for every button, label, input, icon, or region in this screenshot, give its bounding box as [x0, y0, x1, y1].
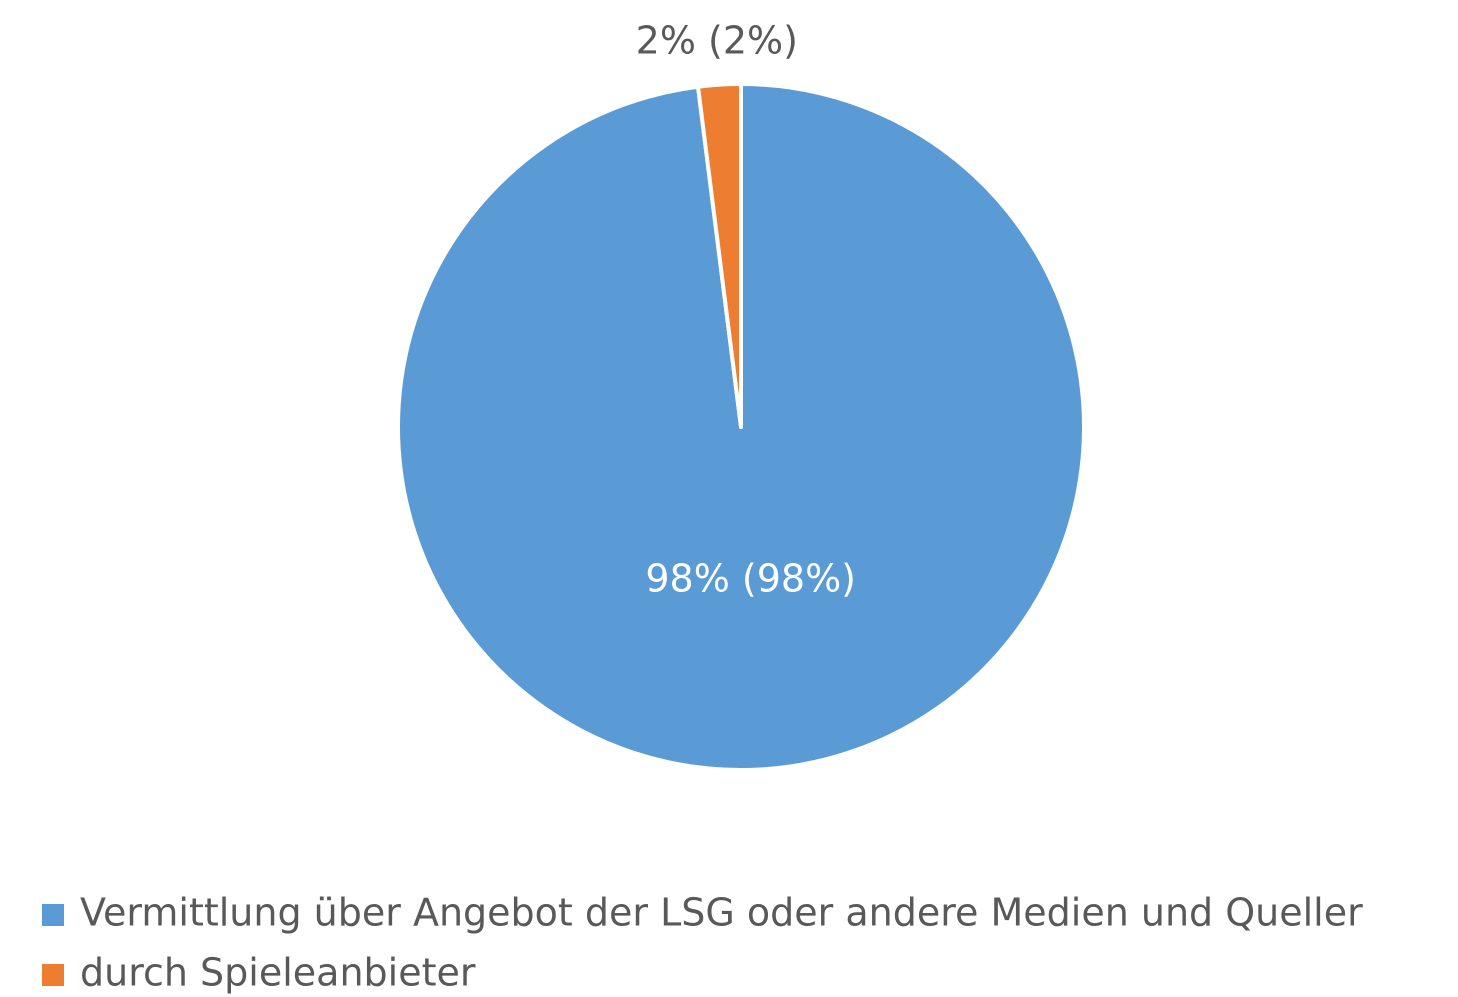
data-label: 2% (2%) — [636, 18, 798, 62]
data-label: 98% (98%) — [645, 557, 856, 601]
legend-label: Vermittlung über Angebot der LSG oder an… — [80, 891, 1363, 935]
legend-label: durch Spieleanbieter — [80, 951, 476, 995]
legend-swatch — [42, 904, 64, 926]
pie-slice — [696, 82, 743, 429]
legend-swatch — [42, 964, 64, 986]
